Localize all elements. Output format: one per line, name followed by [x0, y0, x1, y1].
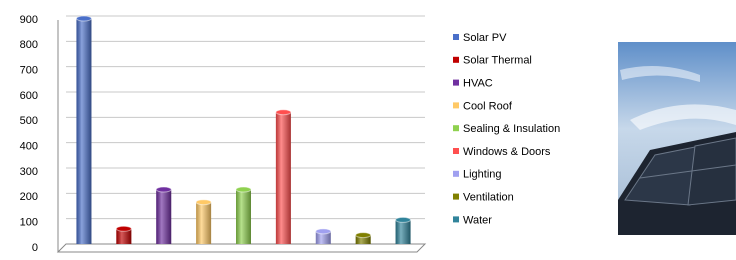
legend-swatch — [453, 148, 459, 154]
y-tick-label: 300 — [20, 166, 38, 178]
bar-shade — [396, 220, 411, 244]
y-tick-label: 0 — [32, 242, 38, 254]
photo — [618, 42, 736, 235]
bar-top — [116, 226, 131, 231]
y-tick-label: 600 — [20, 90, 38, 102]
y-tick-label: 900 — [20, 14, 38, 26]
legend-label: Cool Roof — [463, 100, 513, 112]
bar-shade — [156, 190, 171, 244]
floor — [58, 244, 425, 252]
legend-label: Solar Thermal — [463, 55, 532, 67]
legend-swatch — [453, 216, 459, 222]
bar-shade — [196, 202, 211, 244]
y-tick-label: 800 — [20, 39, 38, 51]
bar-top — [76, 16, 91, 21]
legend-label: Windows & Doors — [463, 146, 551, 158]
bar-shade — [276, 112, 291, 244]
legend-swatch — [453, 80, 459, 86]
legend-swatch — [453, 57, 459, 63]
chart: 0 100 200 300 400 500 600 700 800 900 Solar PV Sola… — [0, 0, 736, 255]
bar-top — [356, 233, 371, 238]
bar-shade — [76, 19, 91, 244]
legend-swatch — [453, 102, 459, 108]
bar-top — [396, 217, 411, 222]
legend-label: Water — [463, 214, 492, 226]
legend-label: Solar PV — [463, 32, 507, 44]
y-tick-label: 400 — [20, 141, 38, 153]
legend-label: Sealing & Insulation — [463, 123, 560, 135]
bar-top — [276, 110, 291, 115]
legend-swatch — [453, 194, 459, 200]
y-tick-label: 100 — [20, 217, 38, 229]
bar-shade — [236, 190, 251, 244]
bar-top — [316, 229, 331, 234]
bar-top — [236, 187, 251, 192]
legend-swatch — [453, 34, 459, 40]
bar-top — [196, 200, 211, 205]
bar-top — [156, 187, 171, 192]
y-tick-label: 700 — [20, 65, 38, 77]
y-tick-label: 200 — [20, 191, 38, 203]
y-tick-label: 500 — [20, 115, 38, 127]
legend-label: Lighting — [463, 169, 502, 181]
legend-label: Ventilation — [463, 192, 514, 204]
legend-label: HVAC — [463, 78, 493, 90]
legend-swatch — [453, 171, 459, 177]
legend-swatch — [453, 125, 459, 131]
